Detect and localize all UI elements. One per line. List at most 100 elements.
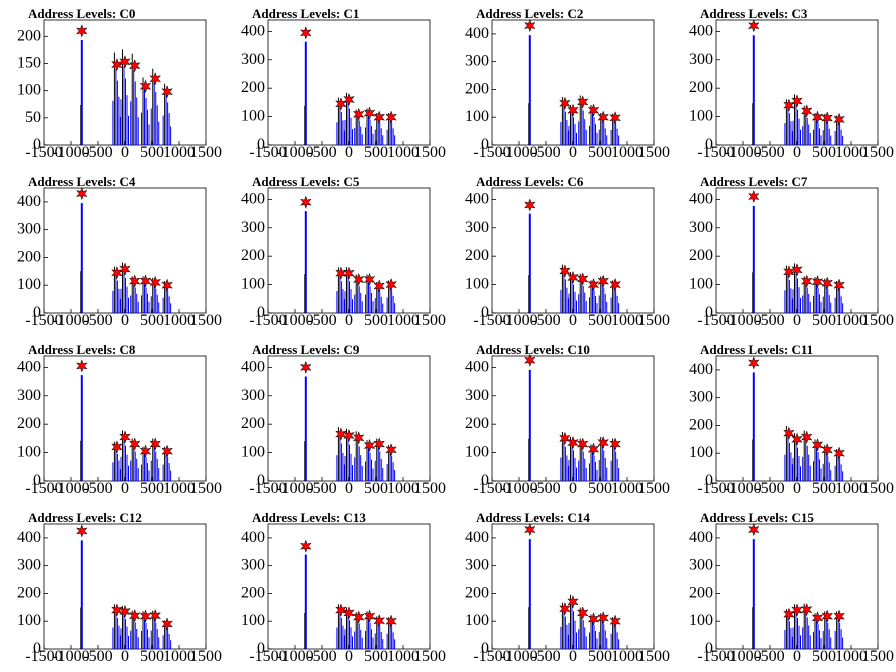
y-tick-label: 400 [689,22,713,39]
y-tick-label: 400 [465,358,489,375]
x-tick-label: 1000 [387,312,419,329]
y-tick-label: 200 [17,248,41,265]
y-tick-label: 300 [241,219,265,236]
chart-panel: Address Levels: C15 0 100 200 300 400 -1500 -10… [672,504,896,672]
chart-title: Address Levels: C14 [476,510,590,525]
peak-marker [791,432,803,447]
y-tick-label: 0 [257,472,265,489]
x-tick-label: 500 [364,480,388,497]
y-tick-label: 400 [241,22,265,39]
peak-marker [597,435,610,450]
y-tick-label: 300 [465,387,489,404]
y-tick-label: 0 [257,136,265,153]
peak-marker [161,444,173,458]
x-tick-label: -500 [755,648,784,665]
x-tick-label: 1500 [190,312,222,329]
x-tick-label: -1000 [724,144,761,161]
y-tick-label: 0 [705,640,713,657]
x-tick-label: -1000 [724,312,761,329]
chart-panel: Address Levels: C3 0 100 200 300 400 -1500 -100… [672,0,896,168]
peak-marker [523,18,536,33]
y-tick-label: 100 [689,108,713,125]
x-tick-label: -1500 [249,144,286,161]
y-tick-label: 100 [689,444,713,461]
y-tick-label: 200 [17,27,41,44]
x-tick-label: 1500 [190,648,222,665]
x-tick-label: -1000 [724,648,761,665]
peak-marker [149,437,162,451]
y-tick-label: 200 [241,247,265,264]
y-tick-label: 0 [257,640,265,657]
x-tick-label: 1500 [414,648,446,665]
chart-panel: Address Levels: C0 0 50 100 150 200 -1500 -1000… [0,0,224,168]
chart-title: Address Levels: C12 [28,510,142,525]
peak-marker [75,524,88,538]
x-tick-label: 0 [345,312,353,329]
x-tick-label: -1500 [473,480,510,497]
peak-marker [343,266,355,280]
x-tick-label: -1500 [473,312,510,329]
x-tick-label: 1000 [835,648,867,665]
peak-marker [791,94,803,108]
peak-marker [609,614,621,628]
peak-marker [139,609,152,623]
peak-marker [559,601,571,616]
chart-panel: Address Levels: C12 0 100 200 300 400 -1500 -10… [0,504,224,672]
y-tick-label: 300 [689,557,713,574]
peak-marker [576,95,589,109]
x-tick-label: -500 [83,480,112,497]
x-tick-label: -1500 [25,312,62,329]
peak-marker [343,428,355,443]
x-tick-label: 0 [793,480,801,497]
peak-marker [373,110,386,124]
peak-marker [128,58,141,73]
peak-marker [335,97,347,111]
peak-marker [811,611,824,625]
y-tick-label: 100 [17,276,41,293]
peak-marker [576,272,589,286]
peak-marker [161,617,173,631]
x-tick-label: -500 [307,648,336,665]
y-tick-label: 0 [33,472,41,489]
y-tick-label: 100 [689,276,713,293]
x-tick-label: 0 [345,648,353,665]
x-tick-label: 500 [364,312,388,329]
peak-marker [821,609,834,623]
peak-marker [747,189,760,204]
peak-marker [299,26,312,40]
peak-marker [385,443,397,457]
peak-marker [128,274,141,288]
x-tick-label: 0 [569,144,577,161]
x-tick-label: 1000 [611,312,643,329]
x-tick-label: -1000 [276,312,313,329]
peak-marker [609,277,621,292]
y-tick-label: 200 [17,415,41,432]
x-tick-label: 500 [588,648,612,665]
x-tick-label: 1500 [862,312,894,329]
peak-marker [821,111,834,125]
chart-title: Address Levels: C13 [252,510,366,525]
chart-panel: Address Levels: C6 0 100 200 300 400 -1500 -100… [448,168,672,336]
y-tick-label: 400 [689,361,713,378]
peak-marker [833,446,845,460]
chart-title: Address Levels: C6 [476,174,584,189]
y-tick-label: 0 [481,472,489,489]
x-tick-label: 500 [812,144,836,161]
chart-panel: Address Levels: C8 0 100 200 300 400 -1500 -100… [0,336,224,504]
x-tick-label: 1500 [638,144,670,161]
peak-marker [363,609,376,623]
peak-marker [352,610,365,624]
peak-marker [128,608,141,623]
y-tick-label: 300 [17,221,41,238]
x-tick-label: -1000 [500,648,537,665]
peak-marker [149,608,162,623]
peak-marker [559,264,571,278]
peak-marker [609,437,621,451]
